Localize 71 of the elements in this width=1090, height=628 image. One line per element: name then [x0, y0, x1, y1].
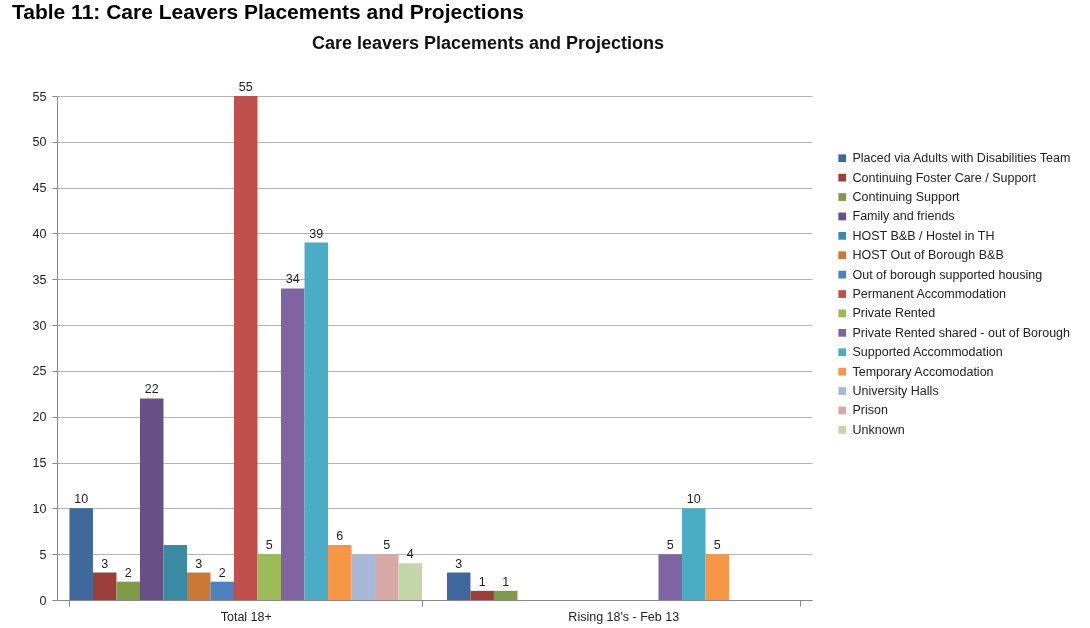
data-label: 3 — [455, 556, 463, 571]
bar — [705, 554, 730, 600]
data-label: 39 — [309, 226, 324, 241]
legend-label: Prison — [852, 403, 888, 418]
y-tick-label: 0 — [39, 593, 47, 608]
bar — [163, 545, 187, 600]
data-label: 55 — [238, 80, 253, 94]
bar — [375, 554, 399, 600]
legend-label: University Halls — [852, 384, 939, 399]
bar — [139, 398, 164, 600]
bar — [398, 563, 423, 600]
bar — [328, 545, 352, 600]
bar — [281, 288, 305, 600]
legend-label: Out of borough supported housing — [852, 267, 1043, 282]
bar — [116, 581, 140, 600]
data-label: 5 — [383, 538, 391, 553]
y-tick-label: 45 — [32, 181, 47, 196]
y-tick-label: 5 — [39, 547, 47, 562]
data-label: 6 — [336, 529, 344, 544]
y-tick-label: 55 — [32, 89, 47, 104]
legend-label: Placed via Adults with Disabilities Team — [852, 151, 1071, 166]
legend-label: Continuing Support — [852, 190, 961, 205]
data-label: 1 — [478, 574, 486, 589]
x-tick-label: Total 18+ — [220, 609, 272, 624]
bar — [351, 554, 376, 600]
y-tick-label: 10 — [32, 501, 47, 516]
data-label: 2 — [124, 565, 132, 580]
data-label: 22 — [144, 382, 159, 397]
data-label: 10 — [686, 492, 701, 507]
legend-label: HOST B&B / Hostel in TH — [852, 228, 995, 243]
bar — [234, 96, 258, 600]
y-tick-label: 30 — [32, 318, 47, 333]
bar — [682, 508, 706, 600]
bar — [658, 554, 683, 600]
data-label: 5 — [666, 538, 674, 553]
bar — [92, 572, 117, 600]
bar — [186, 572, 211, 600]
chart-title: Care leavers Placements and Projections — [311, 33, 665, 53]
legend-label: Temporary Accomodation — [852, 364, 994, 379]
bar — [446, 572, 471, 600]
legend-label: HOST Out of Borough B&B — [852, 248, 1004, 263]
data-label: 2 — [218, 565, 226, 580]
legend-label: Private Rented — [852, 306, 936, 321]
bar — [69, 508, 93, 600]
legend-label: Family and friends — [852, 209, 955, 224]
data-label: 4 — [406, 547, 414, 562]
y-tick-label: 40 — [32, 226, 47, 241]
bar — [257, 554, 282, 600]
data-label: 3 — [101, 556, 109, 571]
bar — [493, 590, 518, 600]
data-label: 1 — [502, 574, 510, 589]
y-tick-label: 50 — [32, 135, 47, 150]
y-tick-label: 25 — [32, 364, 47, 379]
y-tick-label: 35 — [32, 272, 47, 287]
data-label: 3 — [195, 556, 203, 571]
legend-label: Private Rented shared - out of Borough — [852, 325, 1071, 340]
data-label: 5 — [265, 538, 273, 553]
x-tick-label: Rising 18's - Feb 13 — [568, 609, 680, 624]
caption: Table 11: Care Leavers Placements and Projections — [12, 0, 525, 23]
legend-label: Supported Accommodation — [852, 345, 1003, 360]
y-tick-label: 15 — [32, 456, 47, 471]
data-label: 5 — [713, 538, 721, 553]
data-label: 10 — [74, 492, 89, 507]
legend-label: Unknown — [852, 422, 905, 437]
y-tick-label: 20 — [32, 410, 47, 425]
legend-label: Continuing Foster Care / Support — [852, 170, 1037, 185]
bar — [210, 581, 234, 600]
data-label: 34 — [285, 272, 300, 287]
bar — [304, 242, 329, 600]
bar — [470, 590, 494, 600]
legend-label: Permanent Accommodation — [852, 287, 1007, 302]
